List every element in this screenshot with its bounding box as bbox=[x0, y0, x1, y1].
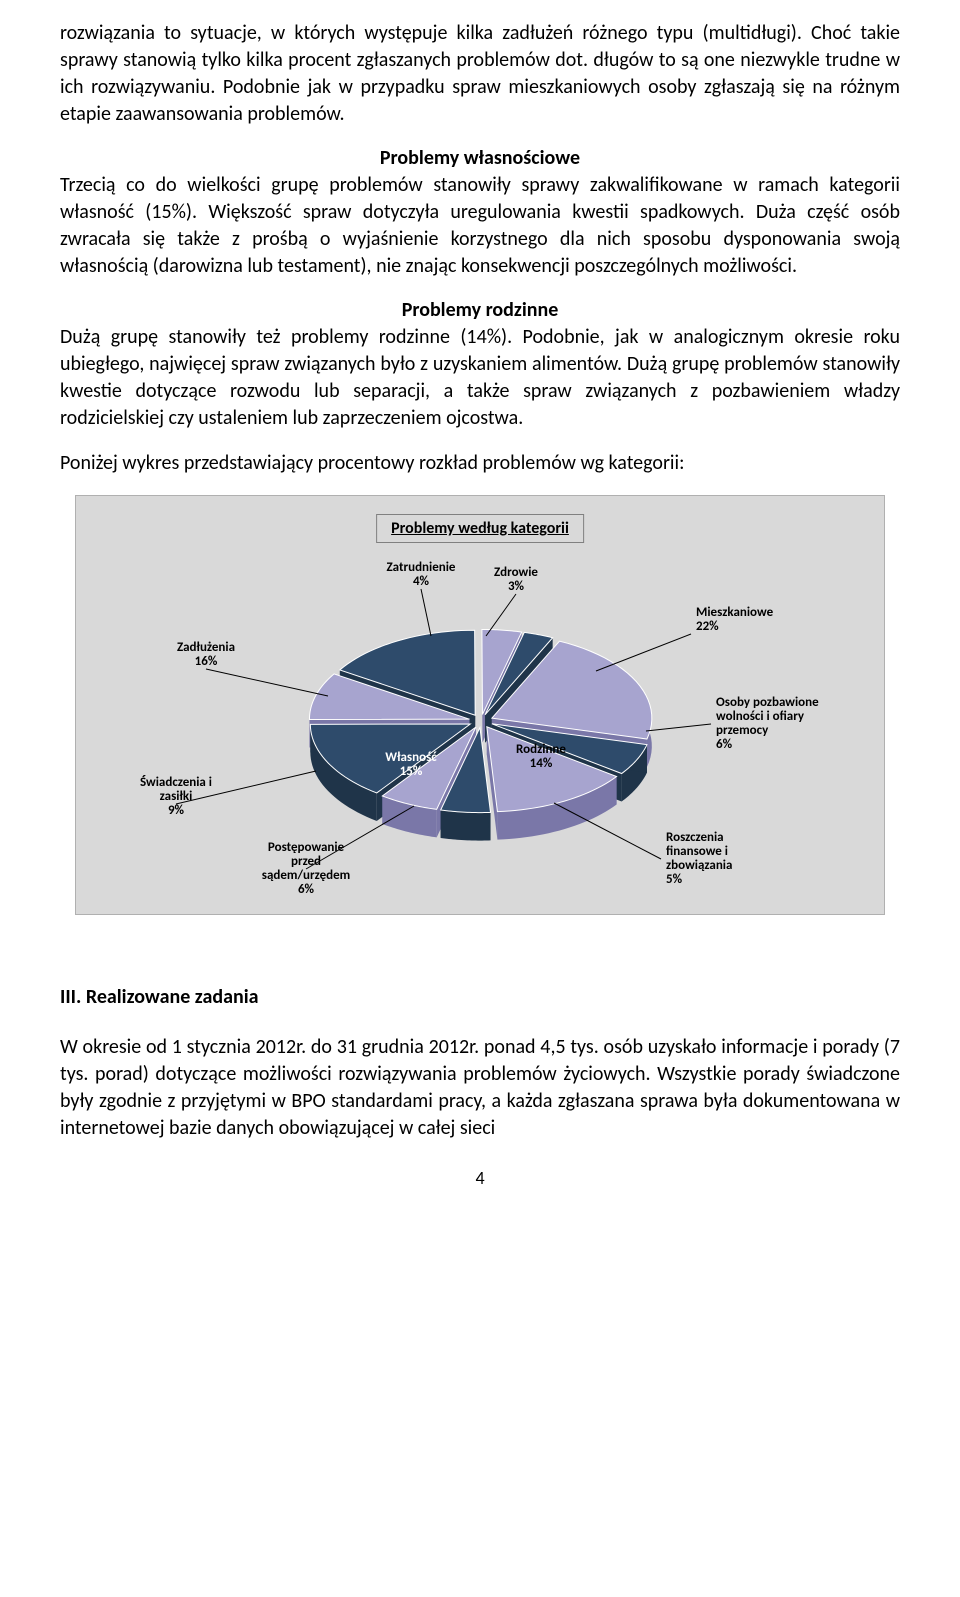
paragraph-intro: rozwiązania to sytuacje, w których wystę… bbox=[60, 20, 900, 128]
slice-label: Zadłużenia16% bbox=[177, 640, 235, 669]
slice-label: Zatrudnienie4% bbox=[387, 560, 456, 589]
leader-line bbox=[306, 806, 414, 869]
page-number: 4 bbox=[60, 1167, 900, 1189]
paragraph-wlasnosciowe: Trzecią co do wielkości grupę problemów … bbox=[60, 172, 900, 280]
pie-chart-container: Problemy według kategorii Mieszkaniowe22… bbox=[75, 495, 885, 915]
section-title-rodzinne: Problemy rodzinne bbox=[60, 298, 900, 322]
slice-label: Mieszkaniowe22% bbox=[696, 605, 774, 634]
chart-title: Problemy według kategorii bbox=[376, 514, 584, 543]
paragraph-rodzinne: Dużą grupę stanowiły też problemy rodzin… bbox=[60, 324, 900, 432]
slice-label: Zdrowie3% bbox=[494, 565, 538, 594]
pie-chart: Mieszkaniowe22% Osoby pozbawionewolności … bbox=[76, 556, 884, 914]
slice-label: Postępowanieprzedsądem/urzędem6% bbox=[262, 840, 350, 897]
section-title-wlasnosciowe: Problemy własnościowe bbox=[60, 146, 900, 170]
leader-line bbox=[646, 724, 711, 731]
leader-line bbox=[554, 803, 661, 859]
slice-label: Roszczeniafinansowe izbowiązania5% bbox=[666, 830, 732, 887]
leader-line bbox=[206, 669, 328, 696]
slice-label: Osoby pozbawionewolności i ofiaryprzemoc… bbox=[716, 695, 819, 752]
slice-label: Świadczenia izasiłki9% bbox=[140, 774, 212, 818]
paragraph-realizowane: W okresie od 1 stycznia 2012r. do 31 gru… bbox=[60, 1034, 900, 1142]
heading-realizowane-zadania: III. Realizowane zadania bbox=[60, 985, 900, 1009]
paragraph-chart-intro: Poniżej wykres przedstawiający procentow… bbox=[60, 450, 900, 477]
leader-line bbox=[596, 634, 691, 671]
leader-line bbox=[421, 589, 431, 636]
